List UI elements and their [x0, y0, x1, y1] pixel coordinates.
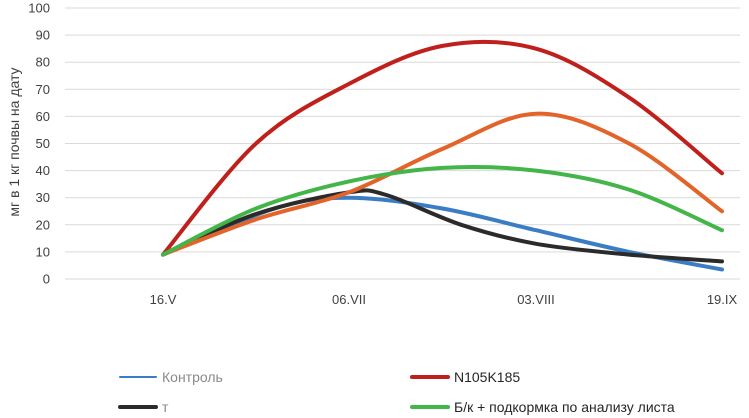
grid-lines: [65, 7, 740, 280]
legend-label: т: [162, 399, 169, 415]
series-line-3: [161, 188, 724, 264]
y-tick-label: 20: [36, 217, 50, 232]
legend-item: Б/к + подкормка по анализу листа: [410, 399, 675, 415]
series-line-4: [161, 111, 724, 257]
legend-label: N105K185: [454, 369, 520, 385]
y-tick-label: 70: [36, 82, 50, 97]
y-tick-label: 10: [36, 244, 50, 259]
x-tick-label: 03.VIII: [517, 292, 555, 307]
y-axis-ticks: 0 10 20 30 40 50 60 70 80 90 100: [28, 1, 50, 287]
legend-item: N105K185: [410, 369, 520, 385]
series-line-1: [161, 195, 724, 272]
series-line-2: [161, 39, 724, 257]
series-line-5: [161, 165, 724, 257]
legend-label: Б/к + подкормка по анализу листа: [454, 399, 675, 415]
x-tick-label: 16.V: [150, 292, 177, 307]
y-axis-label: мг в 1 кг почвы на дату: [6, 67, 22, 216]
legend-label: Контроль: [162, 369, 223, 385]
y-tick-label: 30: [36, 190, 50, 205]
legend-item: т: [118, 399, 169, 415]
series-lines: [161, 39, 724, 272]
x-axis-ticks: 16.V 06.VII 03.VIII 19.IX: [150, 292, 738, 307]
legend: Контроль N105K185 т Б/к + подкормка по анал…: [118, 369, 675, 415]
legend-item: Контроль: [119, 369, 223, 385]
y-tick-label: 80: [36, 55, 50, 70]
y-tick-label: 60: [36, 109, 50, 124]
y-tick-label: 90: [36, 28, 50, 43]
y-tick-label: 0: [43, 272, 50, 287]
y-tick-label: 100: [28, 1, 50, 16]
x-tick-label: 19.IX: [707, 292, 738, 307]
y-tick-label: 40: [36, 163, 50, 178]
y-tick-label: 50: [36, 136, 50, 151]
x-tick-label: 06.VII: [332, 292, 366, 307]
